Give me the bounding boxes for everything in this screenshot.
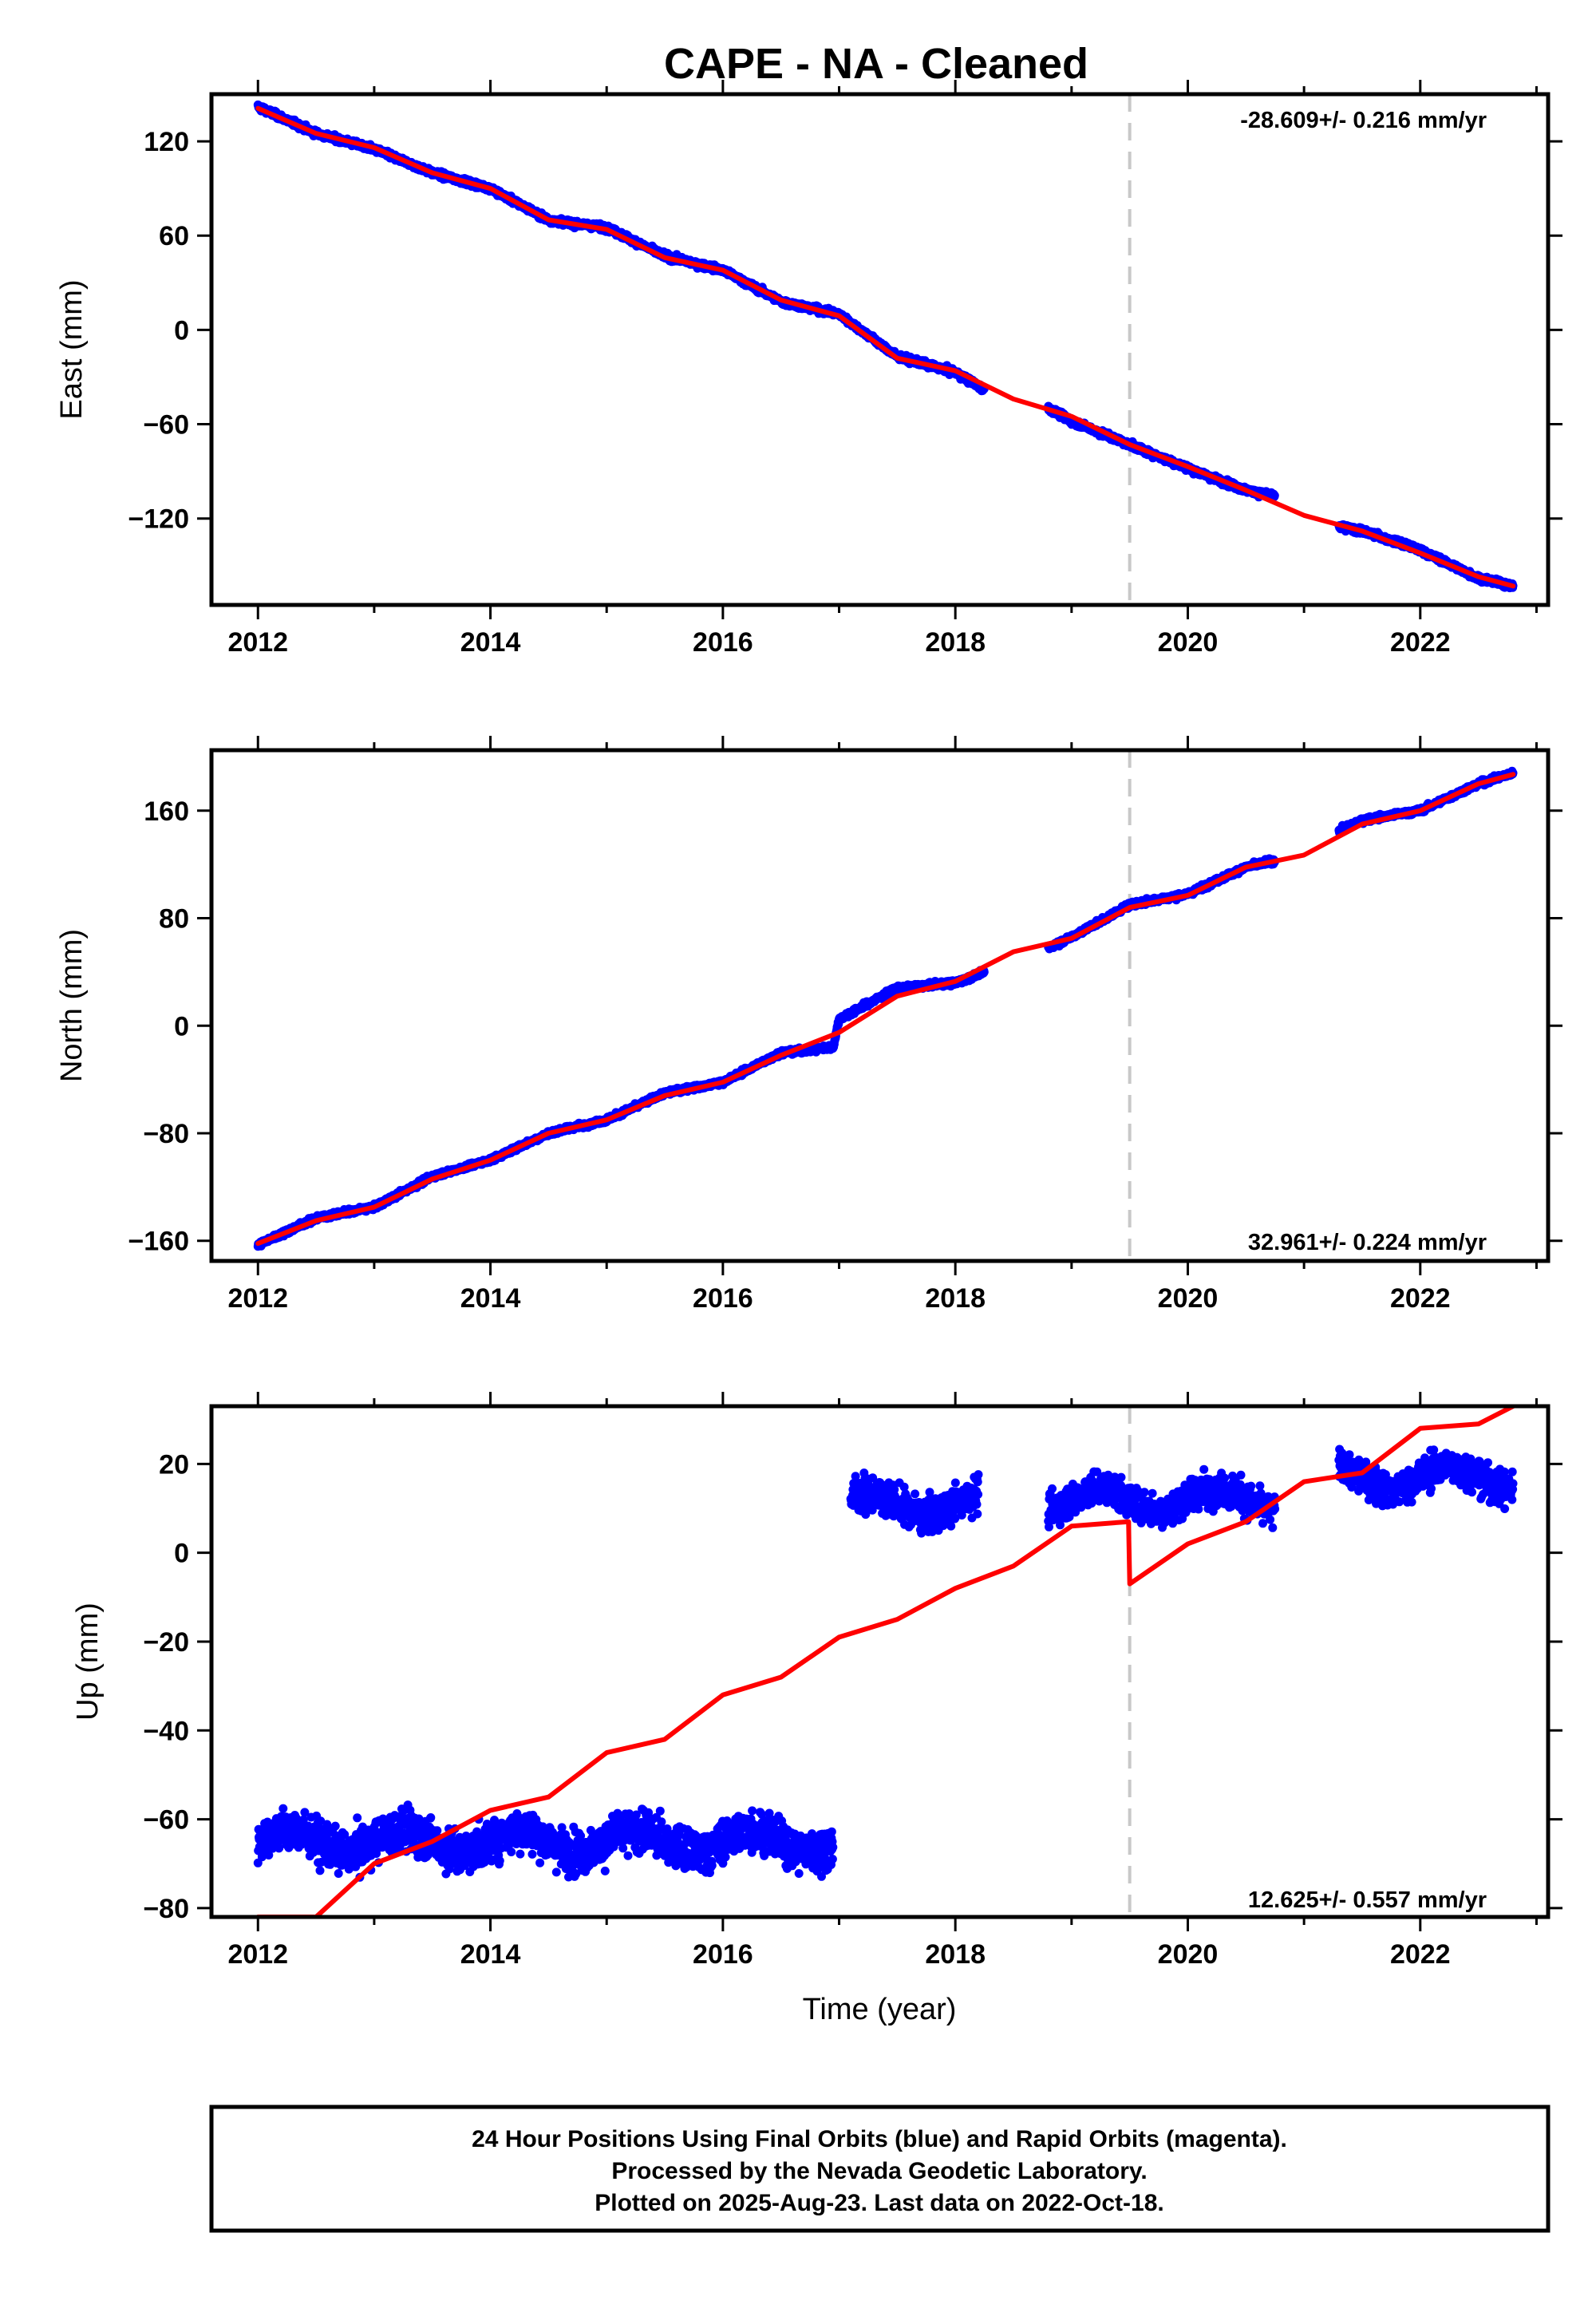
- east-panel: 2012 2014 2016 2018 2020 2022 −120 −60 0 60 120 Ea…: [55, 80, 1562, 658]
- east-y-tick-label: 120: [144, 127, 189, 157]
- figure-title: CAPE - NA - Cleaned: [664, 40, 1088, 88]
- east-x-tick-label: 2018: [925, 627, 986, 658]
- east-y-label: East (mm): [55, 279, 89, 419]
- east-x-tick-label: 2012: [227, 627, 288, 658]
- east-x-tick-label: 2020: [1158, 627, 1219, 658]
- east-y-tick-label: 60: [159, 221, 189, 251]
- east-model-line: [255, 105, 1516, 589]
- east-y-tick-label: −120: [128, 504, 189, 535]
- east-data-point: [1270, 491, 1279, 500]
- east-x-tick-label: 2014: [460, 627, 521, 658]
- east-plot-area: [253, 94, 1518, 605]
- east-y-tick-label: 0: [174, 315, 189, 346]
- east-rate-label: -28.609+/- 0.216 mm/yr: [1240, 108, 1487, 133]
- north-data-points: [253, 766, 1518, 1251]
- east-x-tick-label: 2016: [693, 627, 753, 658]
- east-frame: [209, 92, 1551, 607]
- east-x-tick-label: 2022: [1390, 627, 1451, 658]
- east-y-tick-label: −60: [143, 410, 189, 441]
- east-axes: 2012 2014 2016 2018 2020 2022 −120 −60 0 60 120: [128, 80, 1562, 658]
- north-plot-area: [253, 750, 1518, 1261]
